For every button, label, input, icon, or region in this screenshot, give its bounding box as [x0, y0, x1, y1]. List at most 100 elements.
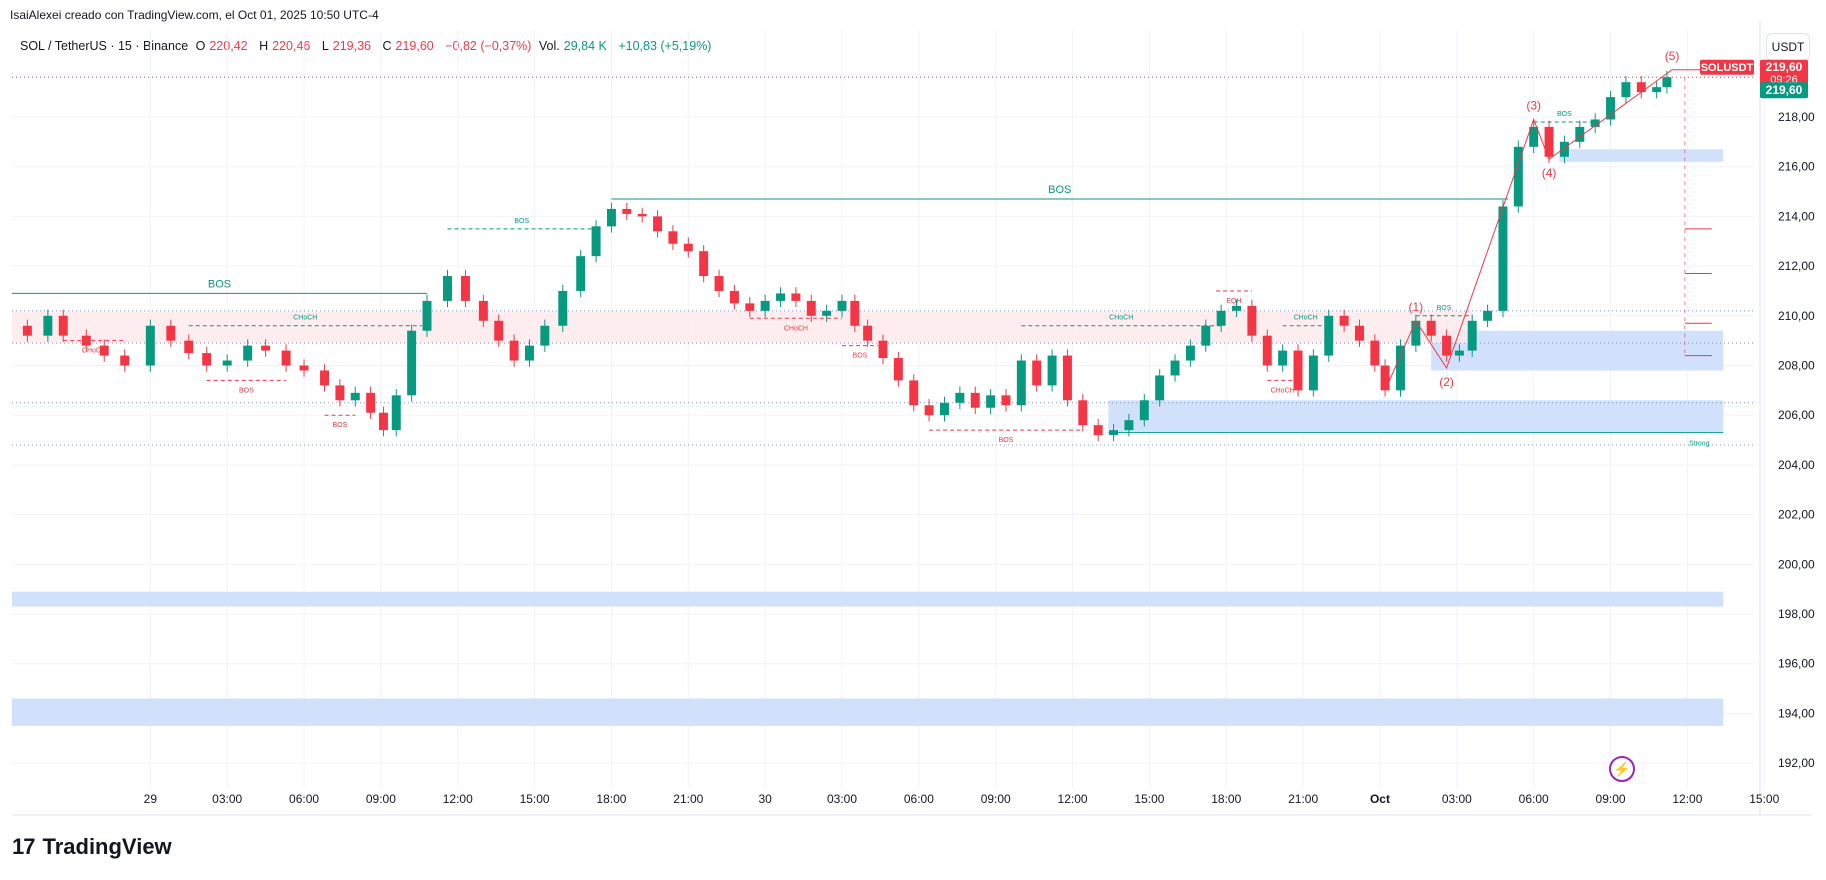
elliott-wave-label: (2) [1439, 375, 1454, 389]
candle-body [378, 412, 388, 431]
candle-body [893, 358, 903, 381]
candle-body [1529, 126, 1539, 147]
candle-body [261, 345, 271, 351]
candle-body [1262, 335, 1272, 366]
y-tick-label: 208,00 [1778, 359, 1815, 373]
x-tick-label: 12:00 [1672, 792, 1702, 806]
candle-body [524, 345, 534, 361]
candle-body [850, 300, 860, 326]
x-tick-label: 12:00 [443, 792, 473, 806]
candle-body [591, 226, 601, 257]
candle-body [243, 345, 253, 361]
structure-label: BOS [239, 387, 254, 394]
y-tick-label: 216,00 [1778, 160, 1815, 174]
candle-body [837, 300, 847, 311]
structure-label: CHoCH [1294, 315, 1318, 322]
structure-label: CHoCH [293, 315, 317, 322]
candle-body [699, 251, 709, 277]
structure-label: BOS [208, 278, 231, 290]
x-tick-label: 09:00 [366, 792, 396, 806]
candle-body [745, 303, 755, 311]
structure-label: BOS [1437, 305, 1452, 312]
candle-body [1662, 77, 1672, 88]
candle-body [184, 340, 194, 354]
price-chart[interactable]: BOS BOS Strong BOS CHoCH CHoCH CHoCH BOS BOS CHoC… [0, 0, 1826, 830]
candle-body [1078, 400, 1088, 426]
candle-body [729, 290, 739, 304]
candle-body [1395, 345, 1405, 391]
candle-body [1339, 315, 1349, 326]
y-tick-label: 192,00 [1778, 756, 1815, 770]
candle-body [1032, 360, 1042, 386]
candle-body [202, 353, 212, 366]
candle-body [822, 310, 832, 316]
zone-blue [12, 591, 1724, 607]
candle-body [986, 395, 996, 408]
close-tag-bg [1760, 82, 1808, 99]
candle-body [509, 340, 519, 361]
structure-label: BOS [514, 218, 529, 225]
symbol-tag-label: SOLUSDT [1701, 62, 1754, 74]
candle-body [909, 380, 919, 406]
candle-body [1185, 345, 1195, 361]
x-tick-label: 09:00 [981, 792, 1011, 806]
candle-body [460, 276, 470, 301]
x-tick-label: 03:00 [1442, 792, 1472, 806]
y-tick-label: 206,00 [1778, 408, 1815, 422]
candle-body [863, 325, 873, 341]
tv-logo-mark: 17 [12, 834, 36, 859]
candle-body [1155, 375, 1165, 401]
close-value: 219,60 [395, 39, 434, 53]
x-tick-label: 12:00 [1058, 792, 1088, 806]
candle-body [1093, 425, 1103, 436]
structure-label: BOS [999, 437, 1014, 444]
high-label: H [259, 39, 269, 53]
candle-body [606, 208, 616, 227]
low-label: L [321, 39, 329, 53]
candle-body [1170, 360, 1180, 376]
candle-body [714, 276, 724, 291]
structure-label: BOS [333, 422, 348, 429]
x-tick-label: 15:00 [1134, 792, 1164, 806]
x-tick-label: 06:00 [904, 792, 934, 806]
candle-body [422, 300, 432, 331]
candle-body [653, 216, 663, 232]
candle-body [1139, 400, 1149, 421]
candle-body [760, 300, 770, 311]
candle-body [1467, 320, 1477, 351]
candle-body [1308, 355, 1318, 391]
lightning-icon[interactable]: ⚡ [1609, 756, 1635, 782]
symbol-name[interactable]: SOL / TetherUS · 15 · Binance [20, 39, 189, 53]
candle-body [145, 325, 155, 366]
structure-label: Strong [1689, 441, 1710, 448]
x-tick-label: 06:00 [289, 792, 319, 806]
candle-body [1216, 310, 1226, 326]
candle-body [622, 208, 632, 214]
candle-body [1636, 82, 1646, 93]
candle-body [443, 276, 452, 301]
candle-body [494, 320, 504, 341]
chart-credit: IsaiAlexei creado con TradingView.com, e… [10, 8, 379, 22]
x-tick-label: 21:00 [673, 792, 703, 806]
candle-body [776, 293, 786, 301]
candle-body [955, 392, 965, 403]
elliott-wave-label: (1) [1409, 300, 1424, 314]
elliott-wave-line [1384, 69, 1673, 391]
candle-body [576, 256, 586, 291]
structure-label: CHoCH [1109, 315, 1133, 322]
close-tag-value: 219,60 [1766, 83, 1803, 97]
x-tick-label: 06:00 [1519, 792, 1549, 806]
structure-label: CHoCH [82, 348, 106, 355]
elliott-wave-label: (3) [1526, 98, 1541, 112]
high-value: 220,46 [272, 39, 311, 53]
candle-body [1293, 350, 1303, 391]
candle-body [1590, 119, 1600, 127]
candle-body [1498, 206, 1508, 311]
price-tag-bg [1760, 59, 1808, 87]
candle-body [558, 290, 568, 326]
x-tick-label: 29 [144, 792, 158, 806]
candle-body [81, 335, 91, 346]
candle-body [1559, 141, 1569, 157]
candle-body [1442, 335, 1452, 356]
